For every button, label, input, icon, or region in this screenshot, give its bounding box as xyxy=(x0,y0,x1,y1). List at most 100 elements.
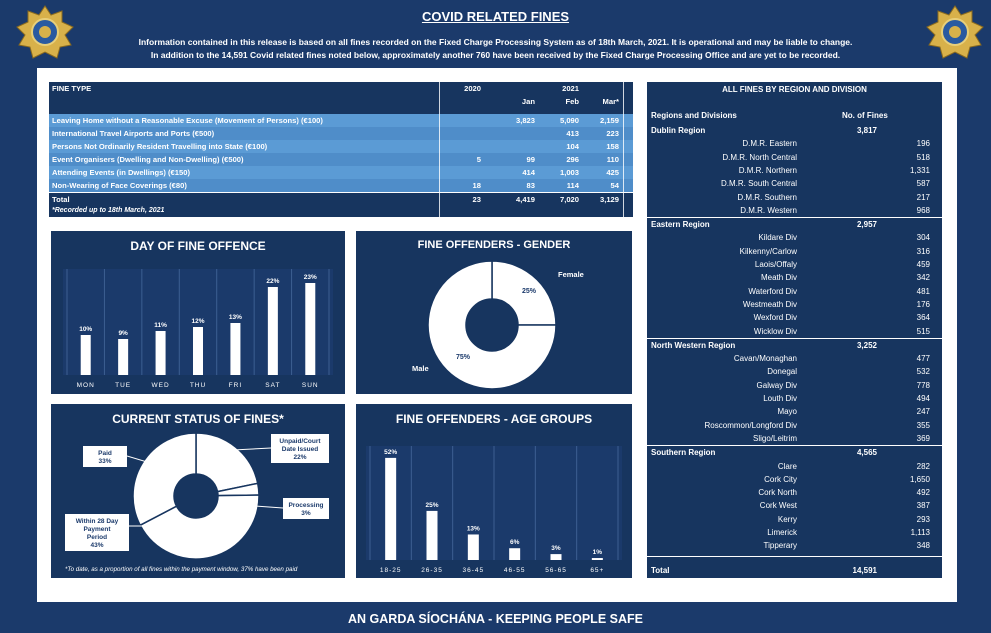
data-label: 10% xyxy=(79,326,92,333)
day-bar-chart: 10% MON 9% TUE 11% WED 12% THU 13% FRI 22% SAT 23% SU… xyxy=(63,269,333,389)
division-row: Wexford Div 364 xyxy=(647,311,942,324)
tick-label: SUN xyxy=(302,382,319,389)
chart-title: FINE OFFENDERS - GENDER xyxy=(417,239,571,251)
column-header: Feb xyxy=(565,97,579,106)
division-name: Meath Div xyxy=(760,273,797,283)
region-row: Southern Region 4,565 xyxy=(647,446,942,459)
status-label: Period xyxy=(87,534,107,541)
data-label: 25% xyxy=(522,288,537,295)
division-name: Cork West xyxy=(759,501,797,511)
division-name: Sligo/Leitrim xyxy=(752,433,797,443)
division-name: Kilkenny/Carlow xyxy=(739,246,797,256)
table-cell: 414 xyxy=(522,168,535,177)
table-cell: 413 xyxy=(566,129,579,138)
legend-label: Male xyxy=(412,364,429,373)
bar xyxy=(193,327,203,375)
bar xyxy=(155,331,166,375)
column-header: Jan xyxy=(521,97,535,106)
pie-slice xyxy=(427,260,557,389)
division-row: Mayo 247 xyxy=(647,405,942,418)
chart-footnote: *To date, as a proportion of all fines w… xyxy=(65,566,298,573)
bar xyxy=(550,554,562,560)
data-label: 25% xyxy=(425,502,438,509)
region-divider xyxy=(647,555,942,557)
division-name: D.M.R. Eastern xyxy=(742,139,797,149)
data-label: 13% xyxy=(229,314,242,321)
division-name: D.M.R. South Central xyxy=(720,179,797,189)
division-name: Westmeath Div xyxy=(742,299,797,309)
table-header: FINE TYPE 2020 2021 Total xyxy=(49,82,674,95)
division-row: Waterford Div 481 xyxy=(647,285,942,298)
data-label: 75% xyxy=(456,354,471,361)
division-name: Cork City xyxy=(764,474,797,484)
division-row: Kilkenny/Carlow 316 xyxy=(647,245,942,258)
bar xyxy=(426,510,438,560)
status-label: Paid xyxy=(98,450,112,457)
table-cell: 2,159 xyxy=(599,116,619,125)
division-name: Cavan/Monaghan xyxy=(733,354,797,364)
division-value: 342 xyxy=(916,273,930,283)
day-of-offence-chart: DAY OF FINE OFFENCE 10% MON 9% TUE 11% WED 12%… xyxy=(50,230,346,395)
region-name: North Western Region xyxy=(651,340,736,350)
division-row: Cork West 387 xyxy=(647,499,942,512)
division-row: Louth Div 494 xyxy=(647,392,942,405)
status-label-box xyxy=(65,514,129,551)
pie-slice xyxy=(491,260,557,326)
status-label: 43% xyxy=(90,542,103,549)
division-row: Meath Div 342 xyxy=(647,271,942,284)
division-value: 587 xyxy=(916,179,930,189)
tick-label: 65+ xyxy=(590,567,604,574)
age-bar-chart: 52% 18-25 25% 26-35 13% 36-45 6% 46-55 3% 56-65 1%… xyxy=(366,446,622,574)
division-row: Roscommon/Longford Div 355 xyxy=(647,419,942,432)
division-name: Laois/Offaly xyxy=(754,260,797,269)
table-row: Non-Wearing of Face Coverings (€80) 18 83 1… xyxy=(49,179,674,192)
division-value: 293 xyxy=(916,514,930,524)
division-name: Wexford Div xyxy=(753,313,797,323)
gender-donut-chart: 25% 75% Female Male xyxy=(412,260,584,389)
division-row: Tipperary 348 xyxy=(647,539,942,552)
table-row: Event Organisers (Dwelling and Non-Dwell… xyxy=(49,153,674,166)
region-row: North Western Region 3,252 xyxy=(647,339,942,352)
table-cell: 5,090 xyxy=(559,116,579,125)
division-row: Westmeath Div 176 xyxy=(647,298,942,311)
table-cell: Persons Not Ordinarily Resident Travelli… xyxy=(52,142,268,151)
data-label: 12% xyxy=(191,318,204,325)
total-label: Total xyxy=(651,565,670,575)
bar xyxy=(80,335,91,375)
division-value: 282 xyxy=(916,461,930,471)
table-divider xyxy=(623,82,624,217)
info-text: Information contained in this release is… xyxy=(138,37,853,47)
status-label-box xyxy=(283,498,329,519)
table-subheader: Jan Feb Mar* xyxy=(49,95,633,108)
table-cell: 18 xyxy=(472,181,481,190)
division-value: 387 xyxy=(916,501,930,511)
data-label: 22% xyxy=(266,278,279,285)
column-header: Regions and Divisions xyxy=(651,111,737,120)
tick-label: MON xyxy=(77,382,95,389)
chart-title: FINE OFFENDERS - AGE GROUPS xyxy=(395,412,593,426)
division-name: Louth Div xyxy=(763,394,797,403)
status-label: 3% xyxy=(301,510,311,517)
region-total: 2,957 xyxy=(856,220,877,230)
tick-label: 18-25 xyxy=(380,567,402,574)
column-header: Mar* xyxy=(602,97,619,106)
division-row: D.M.R. Northern 1,331 xyxy=(647,164,942,177)
pie-slice xyxy=(139,494,260,560)
table-cell: International Travel Airports and Ports … xyxy=(52,129,215,138)
tick-label: TUE xyxy=(115,382,131,389)
table-row: Persons Not Ordinarily Resident Travelli… xyxy=(49,140,674,153)
table-cell: Attending Events (in Dwellings) (€150) xyxy=(52,168,190,177)
division-name: Kerry xyxy=(777,514,797,524)
status-label: 33% xyxy=(98,458,111,465)
division-row: D.M.R. Western 968 xyxy=(647,204,942,217)
table-cell: 425 xyxy=(606,168,619,177)
legend-label: Female xyxy=(558,270,584,279)
division-row: Cavan/Monaghan 477 xyxy=(647,352,942,365)
division-value: 518 xyxy=(916,152,930,162)
column-header: No. of Fines xyxy=(842,111,888,120)
division-value: 304 xyxy=(916,233,930,243)
tick-label: 46-55 xyxy=(504,567,526,574)
table-cell: Leaving Home without a Reasonable Excuse… xyxy=(52,116,323,125)
division-name: Mayo xyxy=(777,407,797,417)
